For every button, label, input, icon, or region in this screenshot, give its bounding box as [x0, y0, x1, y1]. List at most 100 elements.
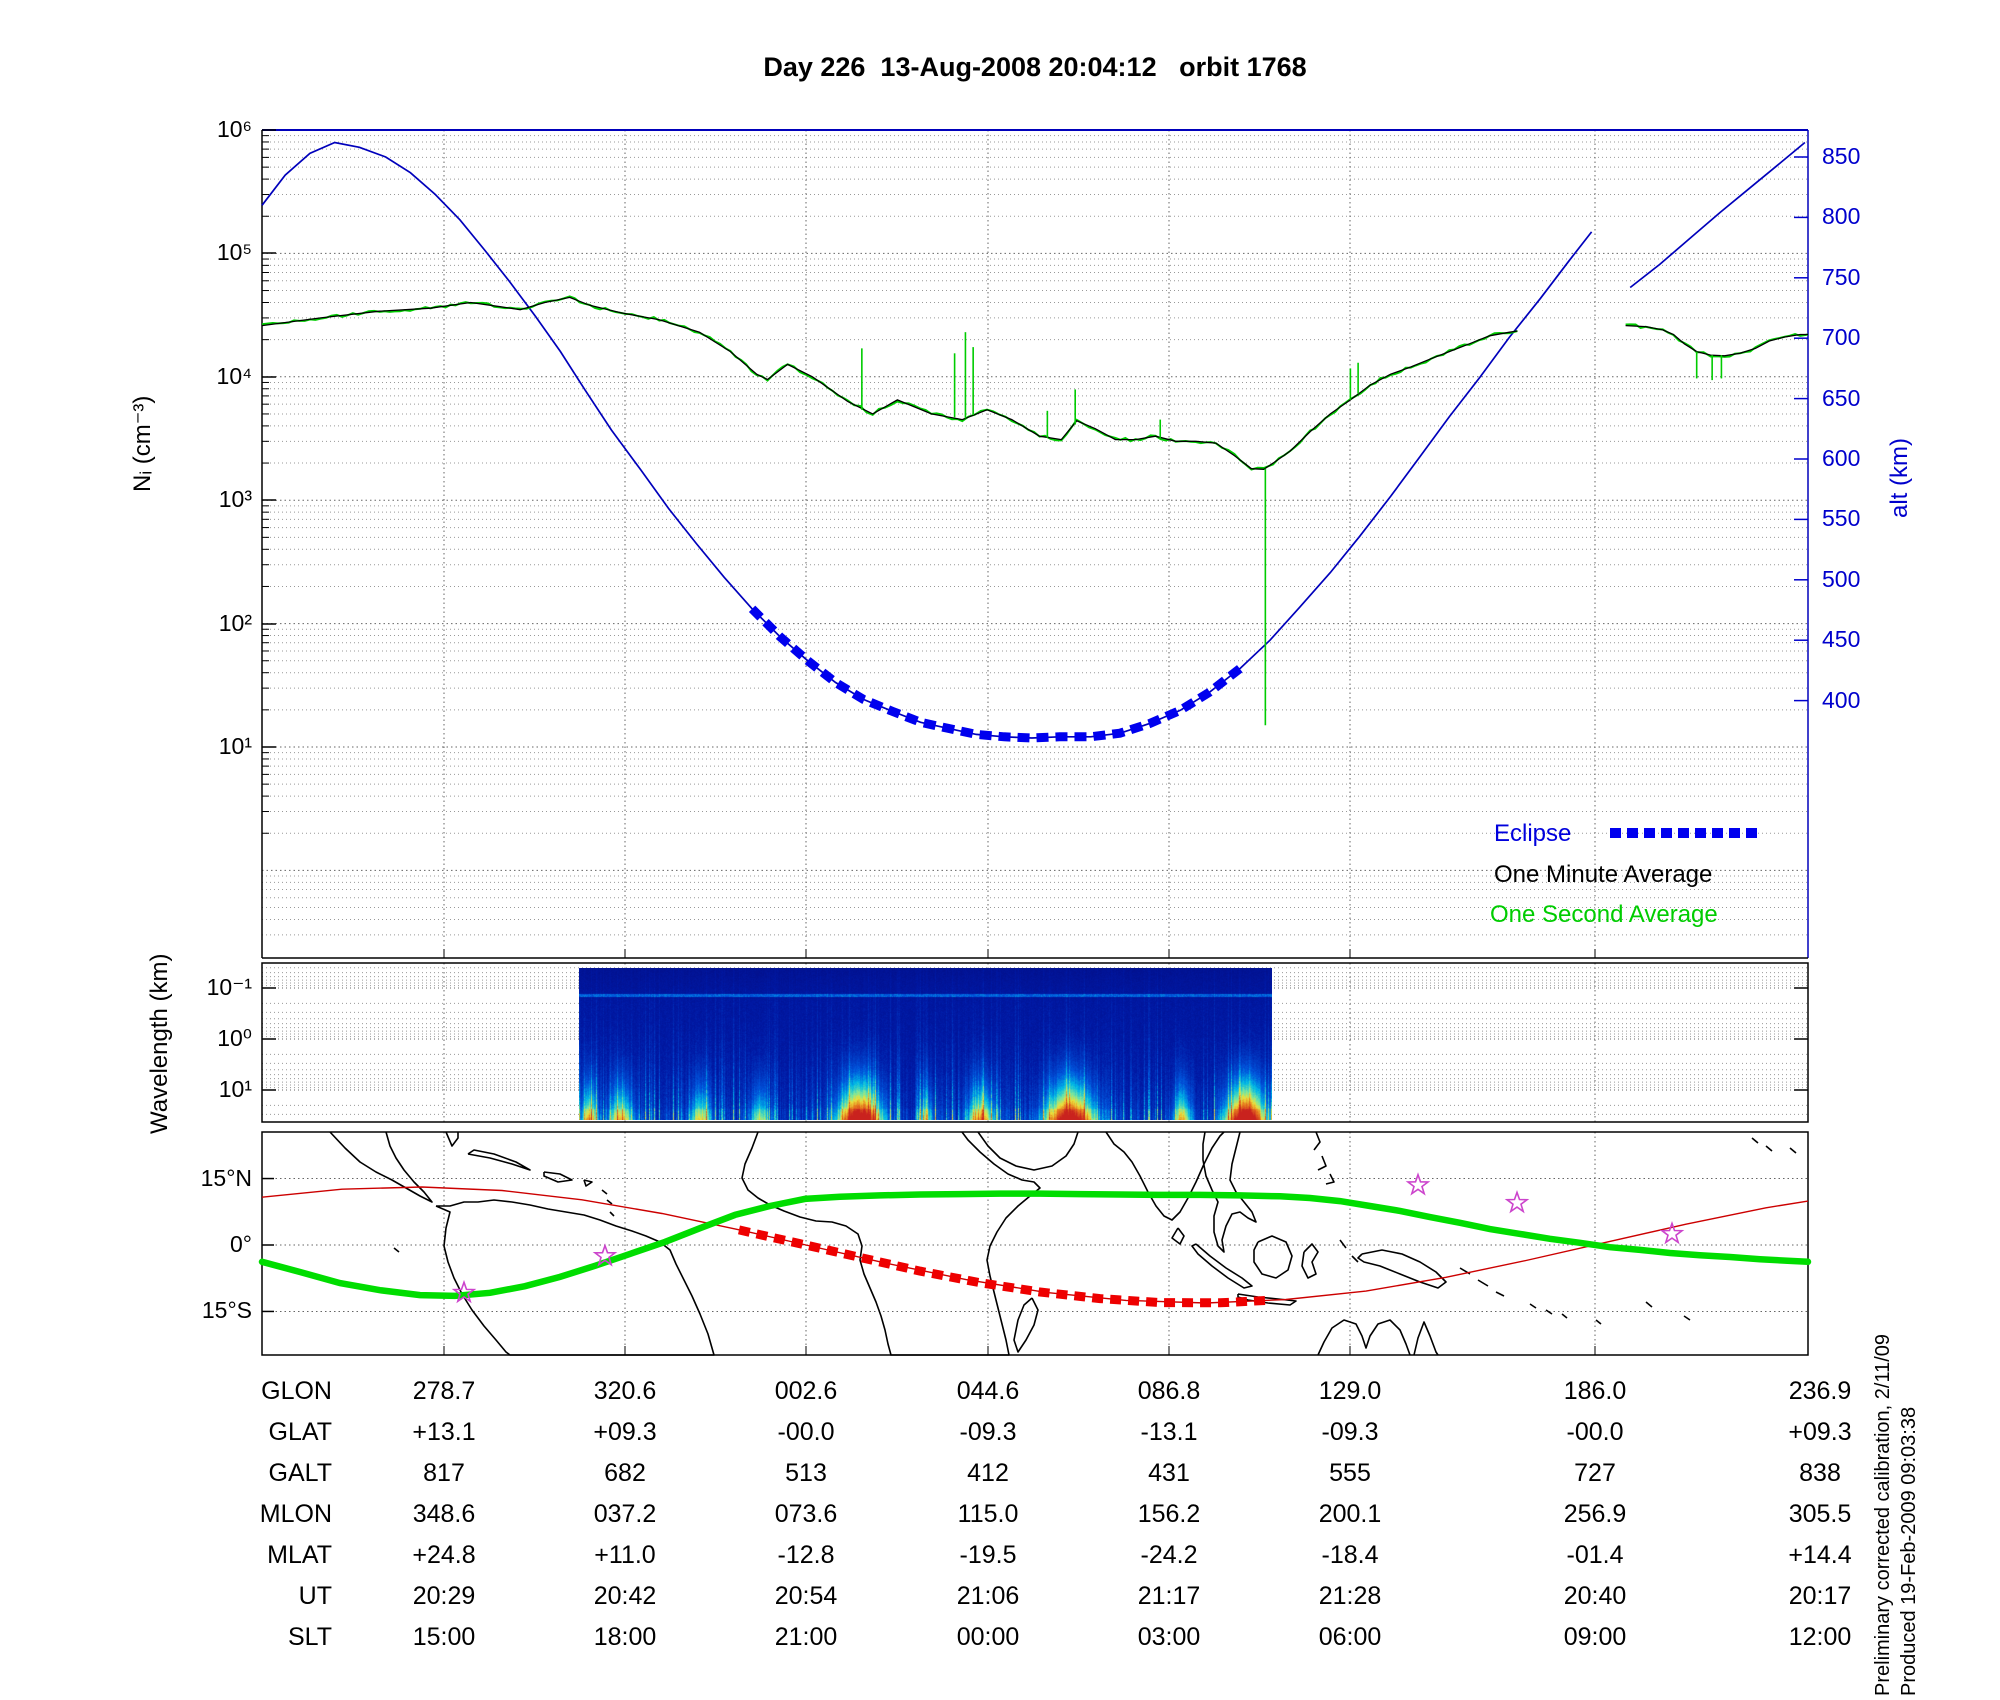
density-tick-label: 10³ — [218, 486, 252, 512]
one-minute-average-curve — [1625, 324, 1808, 357]
table-cell-mlat-7: +14.4 — [1788, 1541, 1852, 1569]
altitude-tick-label: 500 — [1822, 565, 1861, 592]
map-dip-equator — [258, 1190, 1812, 1300]
table-cell-glat-4: -13.1 — [1140, 1418, 1198, 1446]
table-row-label-mlon: MLON — [259, 1500, 332, 1528]
wavelength-tick-label: 10⁻¹ — [206, 974, 252, 1000]
top-panel-grid — [262, 130, 1808, 1355]
latitude-tick-label: 15°N — [200, 1164, 252, 1191]
table-cell-mlon-5: 200.1 — [1318, 1500, 1382, 1528]
latitude-tick-label: 15°S — [201, 1297, 252, 1324]
table-cell-slt-0: 15:00 — [412, 1623, 476, 1651]
wavelength-spectrogram — [579, 968, 1272, 1120]
y-axis-label-density: Nᵢ (cm⁻³) — [129, 395, 156, 492]
table-cell-galt-6: 727 — [1574, 1459, 1616, 1487]
table-cell-slt-2: 21:00 — [774, 1623, 838, 1651]
table-cell-glon-7: 236.9 — [1788, 1377, 1852, 1405]
table-cell-slt-3: 00:00 — [956, 1623, 1020, 1651]
density-tick-label: 10⁶ — [216, 116, 252, 142]
table-row-label-slt: SLT — [288, 1623, 332, 1651]
station-star-icon — [451, 1279, 477, 1304]
table-row-label-glon: GLON — [261, 1377, 332, 1405]
table-cell-slt-6: 09:00 — [1563, 1623, 1627, 1651]
table-row-label-galt: GALT — [268, 1459, 332, 1487]
table-cell-mlon-2: 073.6 — [774, 1500, 838, 1528]
table-cell-ut-3: 21:06 — [956, 1582, 1020, 1610]
table-cell-ut-4: 21:17 — [1137, 1582, 1201, 1610]
legend-eclipse: Eclipse — [1494, 820, 1572, 847]
panel-borders — [261, 129, 1809, 1356]
table-cell-ut-1: 20:42 — [593, 1582, 657, 1610]
table-row-label-mlat: MLAT — [267, 1541, 332, 1569]
wavelength-tick-label: 10⁰ — [217, 1025, 252, 1051]
table-cell-slt-4: 03:00 — [1137, 1623, 1201, 1651]
one-minute-average-curve — [261, 296, 1518, 470]
table-cell-mlat-4: -24.2 — [1140, 1541, 1198, 1569]
table-cell-galt-5: 555 — [1329, 1459, 1371, 1487]
table-cell-ut-5: 21:28 — [1318, 1582, 1382, 1610]
altitude-tick-label: 650 — [1822, 384, 1861, 411]
station-star-icon — [1504, 1189, 1530, 1214]
one-second-average-curve — [1625, 323, 1809, 358]
table-cell-glat-0: +13.1 — [412, 1418, 476, 1446]
station-star-icon — [592, 1243, 618, 1267]
table-cell-glon-0: 278.7 — [412, 1377, 476, 1405]
altitude-tick-label: 600 — [1822, 445, 1861, 471]
table-cell-glat-3: -09.3 — [959, 1418, 1017, 1446]
produced-note: Produced 19-Feb-2009 09:03:38 — [1898, 1406, 1920, 1696]
map-eclipse-track — [738, 1225, 1272, 1308]
map-station-stars — [451, 1172, 1685, 1304]
table-cell-glon-1: 320.6 — [593, 1377, 657, 1405]
table-cell-glon-6: 186.0 — [1563, 1377, 1627, 1405]
density-tick-label: 10² — [218, 610, 252, 636]
legend-one-second-average: One Second Average — [1490, 901, 1718, 928]
table-cell-ut-0: 20:29 — [412, 1582, 476, 1610]
station-star-icon — [1405, 1172, 1431, 1196]
altitude-tick-label: 800 — [1822, 203, 1861, 230]
wavelength-tick-label: 10¹ — [218, 1076, 252, 1102]
table-cell-mlat-1: +11.0 — [594, 1541, 656, 1569]
table-cell-mlon-3: 115.0 — [957, 1500, 1019, 1528]
table-cell-ut-2: 20:54 — [774, 1582, 838, 1610]
altitude-tick-label: 700 — [1822, 324, 1861, 351]
table-cell-galt-3: 412 — [967, 1459, 1009, 1487]
altitude-curve — [261, 141, 1593, 739]
table-cell-glon-2: 002.6 — [774, 1377, 838, 1405]
density-tick-label: 10⁴ — [216, 363, 252, 389]
table-cell-mlat-6: -01.4 — [1566, 1541, 1624, 1569]
table-cell-ut-7: 20:17 — [1788, 1582, 1852, 1610]
table-cell-glat-7: +09.3 — [1788, 1418, 1852, 1446]
table-cell-glat-2: -00.0 — [777, 1418, 835, 1446]
table-row-label-glat: GLAT — [268, 1418, 332, 1446]
altitude-tick-label: 400 — [1822, 686, 1861, 713]
table-cell-slt-7: 12:00 — [1788, 1623, 1852, 1651]
one-second-average-curve — [261, 295, 1518, 471]
table-cell-glon-4: 086.8 — [1137, 1377, 1201, 1405]
table-cell-mlon-7: 305.5 — [1788, 1500, 1852, 1528]
plot-title: Day 226 13-Aug-2008 20:04:12 orbit 1768 — [763, 52, 1307, 82]
latitude-tick-label: 0° — [230, 1231, 252, 1257]
altitude-tick-label: 450 — [1822, 626, 1861, 653]
table-cell-mlat-2: -12.8 — [777, 1541, 835, 1569]
table-cell-galt-7: 838 — [1799, 1459, 1841, 1487]
table-cell-mlat-5: -18.4 — [1321, 1541, 1379, 1569]
table-cell-galt-4: 431 — [1148, 1459, 1190, 1487]
table-cell-galt-1: 682 — [604, 1459, 646, 1487]
y-axis-label-wavelength: Wavelength (km) — [146, 953, 173, 1135]
table-cell-mlon-1: 037.2 — [593, 1500, 657, 1528]
table-cell-mlat-3: -19.5 — [959, 1541, 1017, 1569]
table-cell-slt-1: 18:00 — [593, 1623, 657, 1651]
altitude-tick-label: 850 — [1822, 143, 1861, 169]
table-cell-mlon-6: 256.9 — [1563, 1500, 1627, 1528]
table-cell-glat-1: +09.3 — [593, 1418, 657, 1446]
table-row-label-ut: UT — [298, 1582, 332, 1610]
table-cell-ut-6: 20:40 — [1563, 1582, 1627, 1610]
axis-ticks — [262, 129, 1808, 1355]
y-axis-label-altitude: alt (km) — [1886, 438, 1913, 518]
table-cell-glat-5: -09.3 — [1321, 1418, 1379, 1446]
table-cell-glon-3: 044.6 — [956, 1377, 1020, 1405]
density-tick-label: 10⁵ — [216, 239, 252, 265]
eclipse-dashed-segment — [748, 605, 1244, 743]
table-cell-galt-0: 817 — [423, 1459, 465, 1487]
altitude-tick-label: 750 — [1822, 263, 1861, 290]
